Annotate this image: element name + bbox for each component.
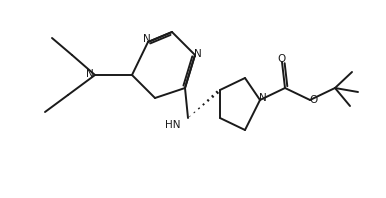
Text: N: N	[143, 34, 151, 44]
Text: N: N	[194, 49, 202, 59]
Text: HN: HN	[165, 120, 181, 130]
Text: O: O	[310, 95, 318, 105]
Text: O: O	[278, 54, 286, 64]
Text: N: N	[86, 69, 94, 79]
Text: N: N	[259, 93, 267, 103]
